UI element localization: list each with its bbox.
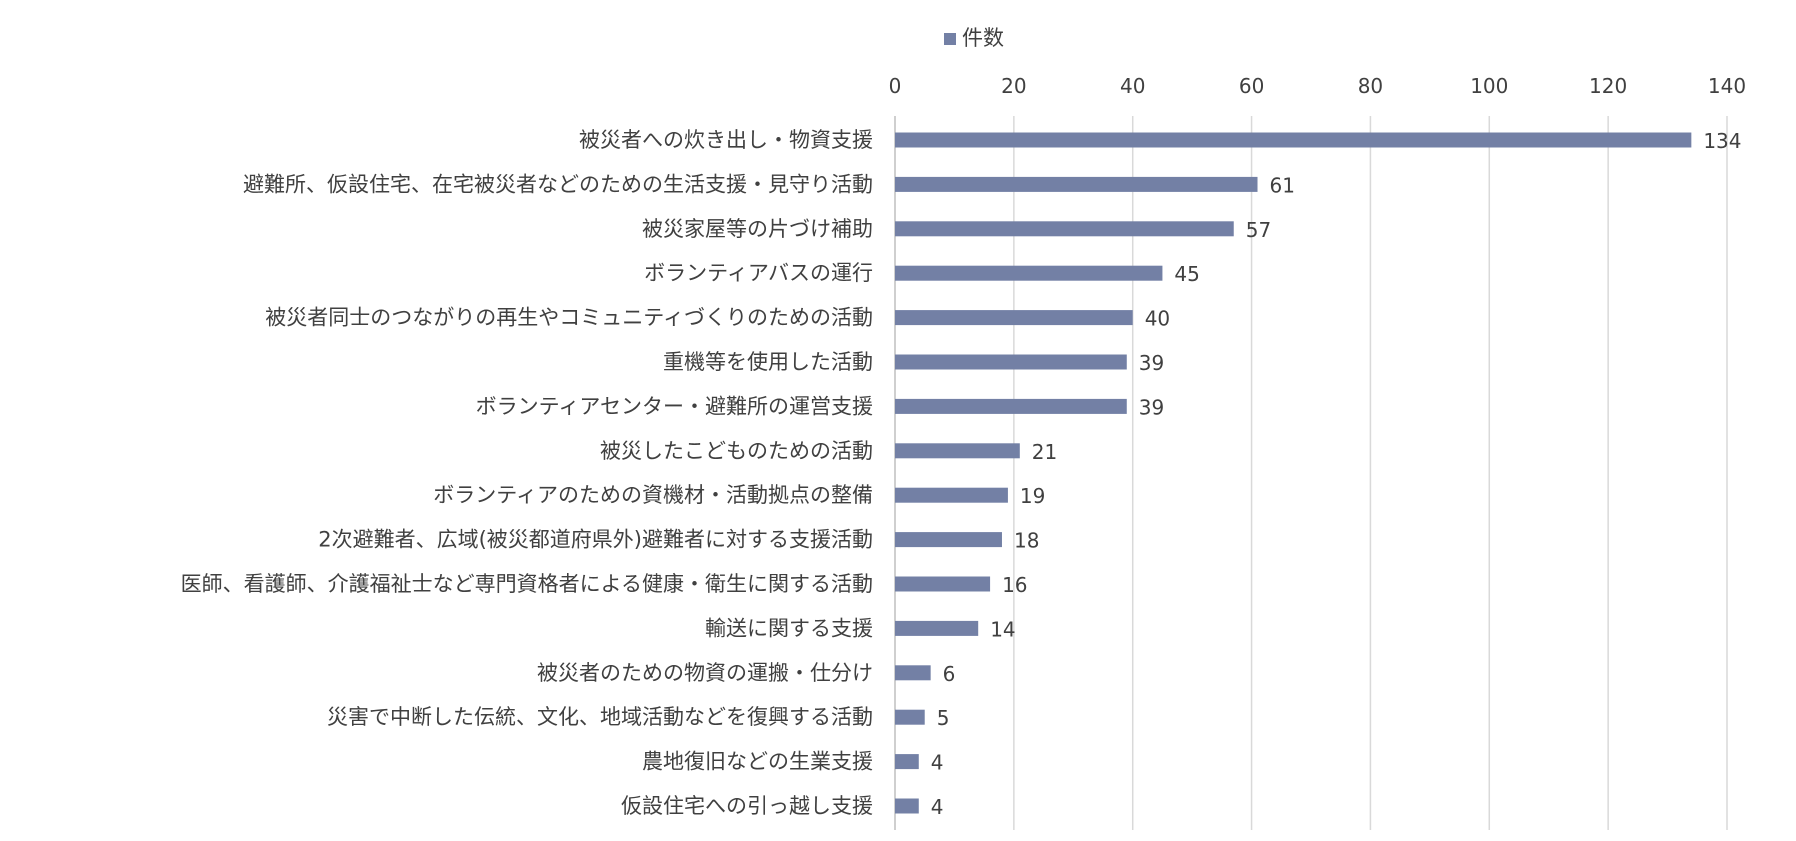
bar: [895, 132, 1692, 148]
category-label: ボランティアのための資機材・活動拠点の整備: [433, 483, 873, 507]
data-label: 21: [1032, 440, 1057, 464]
category-label: 農地復旧などの生業支援: [642, 750, 873, 774]
category-label: 2次避難者、広域(被災都道府県外)避難者に対する支援活動: [318, 528, 873, 552]
category-label: 仮設住宅への引っ越し支援: [621, 794, 873, 818]
category-label: 輸送に関する支援: [705, 616, 873, 640]
bar: [895, 798, 919, 814]
data-label: 40: [1145, 307, 1170, 331]
data-label: 18: [1014, 529, 1039, 553]
category-label: 重機等を使用した活動: [663, 350, 873, 374]
data-label: 16: [1002, 573, 1027, 597]
x-tick-label: 80: [1358, 74, 1383, 98]
category-label: 被災したこどものための活動: [600, 439, 873, 463]
bar: [895, 754, 919, 770]
category-label: 災害で中断した伝統、文化、地域活動などを復興する活動: [327, 705, 873, 729]
category-label: 被災者のための物資の運搬・仕分け: [537, 661, 873, 685]
bar: [895, 532, 1002, 548]
data-label: 4: [931, 751, 944, 775]
x-axis-ticks: 0 20 40 60 80 100 120 140: [889, 74, 1746, 98]
data-label: 61: [1270, 173, 1295, 197]
legend: 件数: [944, 26, 1004, 50]
bar: [895, 176, 1258, 192]
bar: [895, 354, 1127, 370]
legend-series-name: 件数: [962, 26, 1004, 50]
x-tick-label: 120: [1589, 74, 1627, 98]
bar: [895, 443, 1020, 459]
category-label: 避難所、仮設住宅、在宅被災者などのための生活支援・見守り活動: [243, 172, 873, 196]
bar: [895, 398, 1127, 414]
category-label: 医師、看護師、介護福祉士など専門資格者による健康・衛生に関する活動: [181, 572, 873, 596]
data-label: 4: [931, 795, 944, 819]
bar: [895, 265, 1163, 281]
x-tick-label: 100: [1470, 74, 1508, 98]
legend-swatch: [944, 33, 956, 45]
x-tick-label: 0: [889, 74, 902, 98]
data-label: 134: [1703, 129, 1741, 153]
bar: [895, 709, 925, 725]
category-label: 被災者同士のつながりの再生やコミュニティづくりのための活動: [265, 306, 873, 330]
data-label: 39: [1139, 351, 1164, 375]
bar: [895, 576, 991, 592]
bar: [895, 221, 1234, 237]
data-label: 5: [937, 706, 950, 730]
x-tick-label: 40: [1120, 74, 1145, 98]
category-label: ボランティアバスの運行: [644, 261, 873, 285]
category-labels: 被災者への炊き出し・物資支援避難所、仮設住宅、在宅被災者などのための生活支援・見…: [181, 128, 873, 818]
data-label: 19: [1020, 484, 1045, 508]
category-label: 被災家屋等の片づけ補助: [642, 217, 873, 241]
category-label: ボランティアセンター・避難所の運営支援: [476, 394, 873, 418]
bar: [895, 487, 1008, 503]
bar: [895, 620, 979, 636]
bar: [895, 310, 1133, 326]
x-tick-label: 140: [1708, 74, 1746, 98]
x-tick-label: 20: [1001, 74, 1026, 98]
bar: [895, 665, 931, 681]
data-label: 14: [990, 617, 1015, 641]
data-label: 39: [1139, 395, 1164, 419]
data-label: 45: [1174, 262, 1199, 286]
category-label: 被災者への炊き出し・物資支援: [579, 128, 873, 152]
bars: [895, 132, 1692, 814]
x-tick-label: 60: [1239, 74, 1264, 98]
data-label: 57: [1246, 218, 1271, 242]
data-label: 6: [943, 662, 956, 686]
